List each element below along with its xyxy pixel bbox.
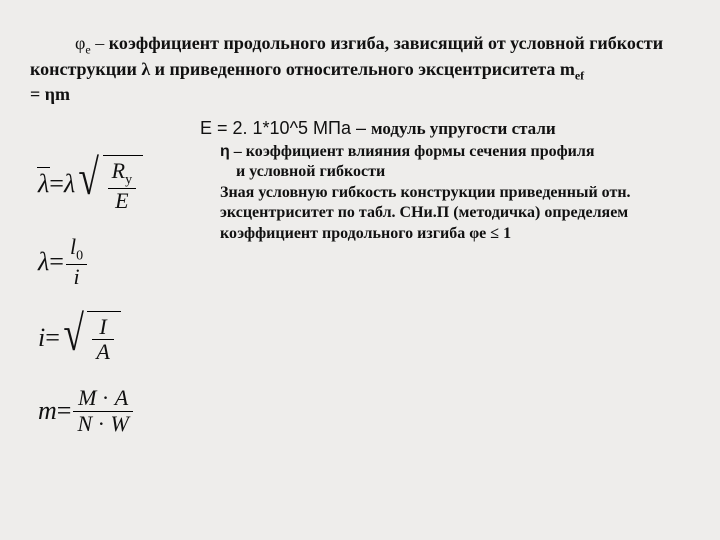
explain-line1: – коэффициент влияния формы сечения проф… — [230, 143, 595, 160]
lambda-symbol: λ — [141, 59, 150, 79]
cap-a-symbol-2: A — [115, 385, 128, 410]
cap-a-symbol: A — [92, 340, 113, 364]
formula-column: λ = λ √ Ry E λ = l0 i — [38, 155, 198, 458]
explain-line3: Зная условную гибкость конструкции приве… — [220, 184, 631, 242]
indent — [30, 33, 75, 53]
m-lhs: m — [38, 396, 57, 426]
formula-3: i = √ I A — [38, 311, 198, 364]
fraction-ma-nw: M · A N · W — [73, 386, 132, 435]
i-denom: i — [69, 265, 83, 289]
radical-icon: √ — [79, 157, 100, 215]
modulus-desc: модуль упругости стали — [371, 119, 556, 138]
lambda-rhs: λ — [64, 169, 75, 199]
modulus-line: Е = 2. 1*10^5 МПа – модуль упругости ста… — [200, 118, 556, 139]
ry-subscript: y — [125, 172, 132, 187]
e-symbol: E — [111, 189, 132, 213]
cap-m-symbol: M — [78, 385, 96, 410]
dash1: – — [91, 33, 109, 53]
fraction-i-a: I A — [92, 315, 113, 364]
intro-line2: = ηm — [30, 84, 70, 104]
intro-paragraph: φе – коэффициент продольного изгиба, зав… — [30, 32, 695, 106]
fraction-l0-i: l0 i — [66, 235, 87, 289]
sqrt-2: √ I A — [60, 311, 121, 364]
eta-symbol: η — [220, 143, 230, 160]
formula-2: λ = l0 i — [38, 235, 198, 289]
dot-1: · — [96, 385, 114, 410]
radical-icon-2: √ — [63, 313, 84, 366]
lambda-lhs-2: λ — [38, 247, 49, 277]
equals-4: = — [57, 396, 72, 426]
cap-i-symbol: I — [95, 315, 110, 339]
equals-3: = — [45, 323, 60, 353]
cap-n-symbol: N — [77, 411, 92, 436]
lambda-bar-symbol: λ — [38, 169, 49, 199]
formula-4: m = M · A N · W — [38, 386, 198, 435]
equals-1: = — [49, 169, 64, 199]
fraction-ry-e: Ry E — [108, 159, 136, 213]
explanation-block: η – коэффициент влияния формы сечения пр… — [220, 142, 690, 244]
page: φе – коэффициент продольного изгиба, зав… — [0, 0, 720, 540]
dot-2: · — [92, 411, 110, 436]
m-subscript: ef — [575, 68, 584, 82]
phi-symbol: φ — [75, 33, 85, 53]
i-lhs: i — [38, 323, 45, 353]
equals-2: = — [49, 247, 64, 277]
ry-symbol: R — [112, 158, 125, 183]
formula-1: λ = λ √ Ry E — [38, 155, 198, 213]
modulus-lead: Е = 2. 1*10^5 МПа – — [200, 118, 371, 138]
l-subscript: 0 — [76, 248, 83, 263]
intro-text-2: и приведенного относительного эксцентрис… — [150, 59, 560, 79]
sqrt-1: √ Ry E — [75, 155, 143, 213]
explain-line2: и условной гибкости — [220, 163, 385, 180]
cap-w-symbol: W — [110, 411, 128, 436]
m-symbol: m — [560, 59, 575, 79]
